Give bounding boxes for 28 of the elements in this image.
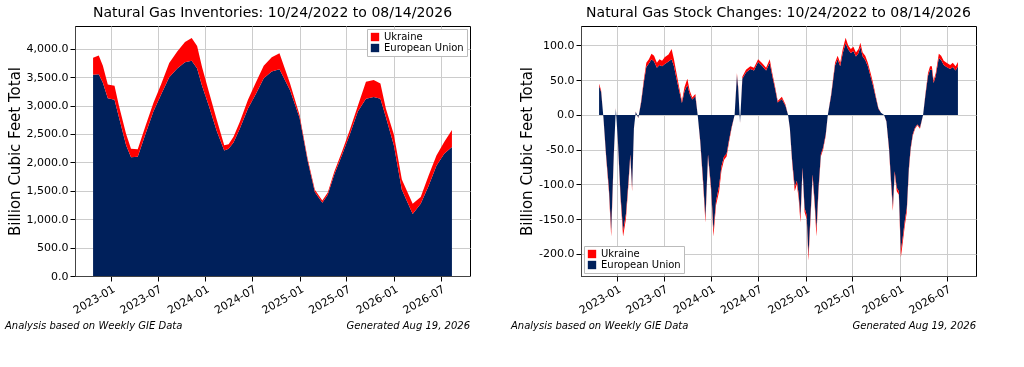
- y-tick-label: -150.0: [539, 212, 575, 226]
- y-tick-label: 3,000.0: [26, 99, 69, 113]
- y-tick-label: -100.0: [539, 177, 575, 191]
- y-tick-label: 3,500.0: [26, 70, 69, 84]
- y-tick-label: 4,000.0: [26, 42, 69, 56]
- legend-label: European Union: [601, 259, 681, 270]
- y-tick-label: 1,000.0: [26, 212, 69, 226]
- y-tick-label: 0.0: [51, 269, 69, 283]
- chart-title: Natural Gas Stock Changes: 10/24/2022 to 08/14/2026: [586, 4, 972, 20]
- y-tick-label: -200.0: [539, 247, 575, 261]
- y-tick-label: 1,500.0: [26, 184, 69, 198]
- y-tick-label: 50.0: [550, 73, 575, 87]
- text: Analysis based on Weekly GIE Data: [510, 320, 689, 331]
- text: Analysis based on Weekly GIE Data: [4, 320, 183, 331]
- y-axis-title: Billion Cubic Feet Total: [518, 66, 537, 237]
- text: Generated Aug 19, 2026: [852, 320, 976, 331]
- y-tick-label: 500.0: [37, 241, 69, 255]
- y-tick-label: 0.0: [557, 108, 575, 122]
- text: Generated Aug 19, 2026: [346, 320, 470, 331]
- legend-label: Ukraine: [384, 31, 423, 42]
- y-tick-label: 100.0: [543, 38, 575, 52]
- chart-title: Natural Gas Inventories: 10/24/2022 to 08/14/2026: [92, 4, 453, 20]
- legend-label: European Union: [384, 42, 464, 53]
- y-axis-title: Billion Cubic Feet Total: [5, 66, 24, 237]
- y-tick-label: -50.0: [546, 143, 575, 157]
- legend-label: Ukraine: [601, 248, 640, 259]
- y-tick-label: 2,000.0: [26, 155, 69, 169]
- y-tick-label: 2,500.0: [26, 127, 69, 141]
